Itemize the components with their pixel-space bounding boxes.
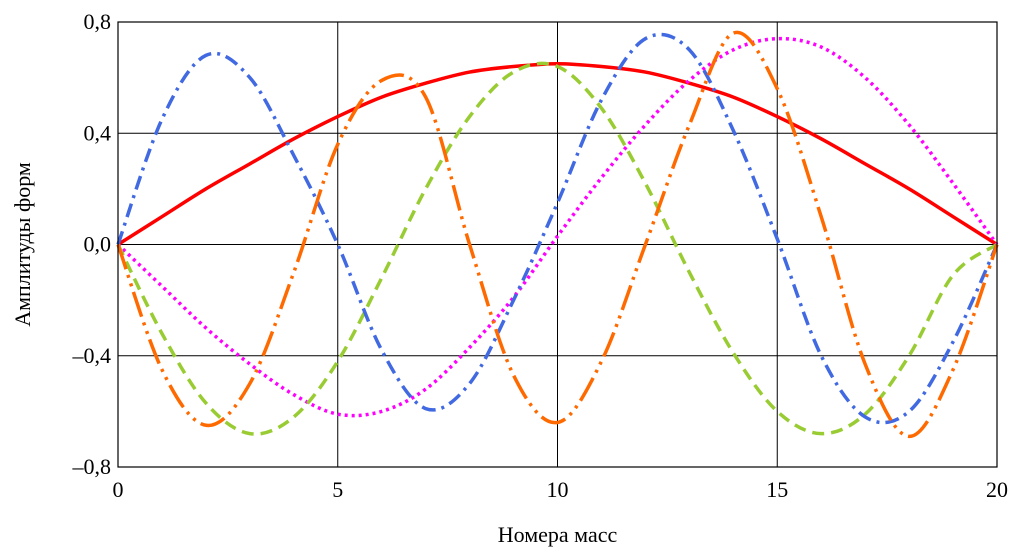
x-tick-label: 5 <box>332 477 343 502</box>
y-tick-label: 0,0 <box>84 232 112 257</box>
x-tick-label: 0 <box>113 477 124 502</box>
x-tick-label: 20 <box>986 477 1008 502</box>
series-line-1 <box>117 61 998 246</box>
plot-border <box>117 21 998 468</box>
y-axis-title: Амплитуды форм <box>10 162 35 327</box>
series-line-3 <box>116 61 998 436</box>
x-tick-label: 10 <box>547 477 569 502</box>
plot-frame <box>117 21 998 468</box>
x-tick-label: 15 <box>766 477 788 502</box>
series-line-2 <box>116 36 999 418</box>
y-tick-label: –0,4 <box>72 343 112 368</box>
series-layer <box>116 30 999 439</box>
y-tick-label: 0,8 <box>84 9 112 34</box>
y-tick-label: –0,8 <box>72 454 112 479</box>
tick-labels: 0 5 10 15 20 –0,8 –0,4 0,0 0,4 0,8 <box>72 9 1009 502</box>
y-tick-label: 0,4 <box>84 120 112 145</box>
series-line-5 <box>116 30 999 439</box>
series-line-4 <box>116 32 999 425</box>
grid-layer <box>118 22 997 467</box>
x-axis-title: Номера масс <box>498 522 618 547</box>
